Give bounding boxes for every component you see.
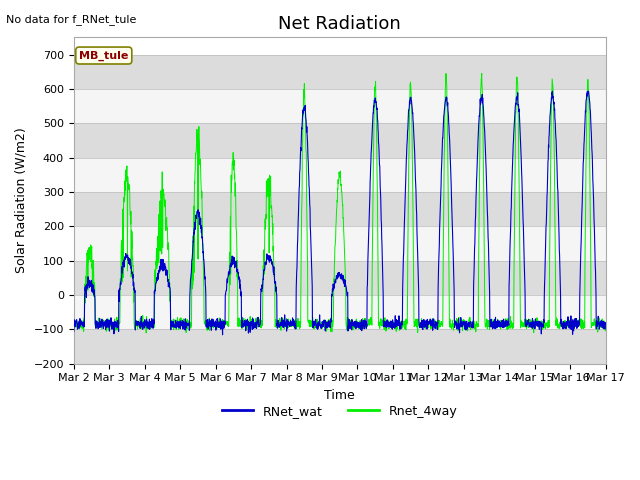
Text: MB_tule: MB_tule	[79, 50, 129, 60]
Rnet_4way	[142, 330, 150, 336]
Title: Net Radiation: Net Radiation	[278, 15, 401, 33]
Legend: RNet_wat, Rnet_4way: RNet_wat, Rnet_4way	[216, 400, 463, 423]
RNet_wat	[556, 233, 563, 239]
Text: No data for f_RNet_tule: No data for f_RNet_tule	[6, 14, 137, 25]
Line: RNet_wat: RNet_wat	[74, 91, 605, 335]
Bar	[74, 295, 605, 329]
Bar	[74, 226, 605, 261]
Bar	[74, 157, 605, 192]
RNet_wat	[570, 319, 578, 325]
Rnet_4way	[218, 322, 226, 327]
Bar	[74, 123, 605, 157]
RNet_wat	[355, 323, 363, 329]
Bar	[74, 192, 605, 226]
Rnet_4way	[602, 323, 609, 329]
Rnet_4way	[70, 326, 77, 332]
Rnet_4way	[556, 324, 563, 330]
Bar	[74, 89, 605, 123]
Bar	[74, 55, 605, 89]
Bar	[74, 329, 605, 364]
RNet_wat	[367, 164, 374, 170]
RNet_wat	[602, 320, 609, 326]
RNet_wat	[548, 88, 556, 94]
Rnet_4way	[570, 320, 578, 326]
Y-axis label: Solar Radiation (W/m2): Solar Radiation (W/m2)	[15, 128, 28, 274]
Rnet_4way	[495, 319, 502, 324]
RNet_wat	[70, 328, 77, 334]
Bar	[74, 261, 605, 295]
Rnet_4way	[355, 325, 363, 331]
X-axis label: Time: Time	[324, 389, 355, 402]
RNet_wat	[494, 324, 502, 329]
RNet_wat	[218, 320, 226, 325]
RNet_wat	[219, 332, 227, 337]
Rnet_4way	[367, 321, 374, 327]
Rnet_4way	[478, 71, 486, 76]
Line: Rnet_4way: Rnet_4way	[74, 73, 605, 333]
